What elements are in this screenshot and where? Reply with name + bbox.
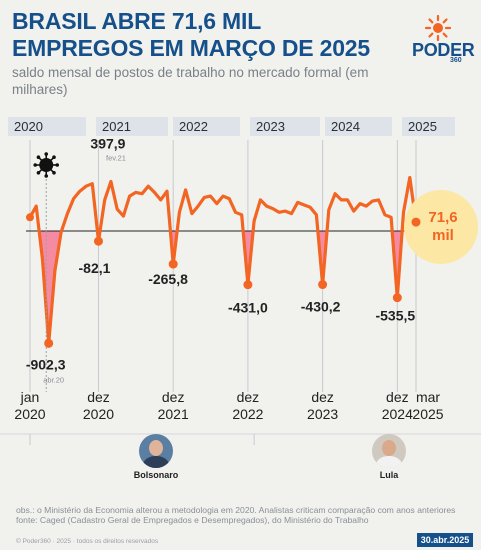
- x-tick-label-month: dez: [162, 389, 185, 405]
- data-label: 397,9: [90, 135, 125, 151]
- line-chart: 2020 2021 2022 2023 2024 2025-902,3abr.20-82,…: [0, 117, 481, 445]
- portrait-lula: [372, 434, 406, 468]
- x-tick-label-month: dez: [311, 389, 334, 405]
- x-tick-label-year: 2024: [382, 406, 413, 422]
- virus-spike-tip: [36, 155, 41, 160]
- virus-spike-tip: [55, 163, 60, 167]
- x-tick-label-month: dez: [237, 389, 260, 405]
- annotated-point: [318, 280, 328, 290]
- data-label: -902,3: [26, 356, 66, 372]
- annotated-point: [168, 259, 178, 269]
- virus-spike-tip: [44, 174, 49, 178]
- source-note: fonte: Caged (Cadastro Geral de Empregad…: [16, 515, 369, 525]
- year-band: [8, 117, 86, 136]
- year-band: [402, 117, 455, 136]
- virus-icon: [39, 158, 54, 172]
- x-tick-label-year: 2021: [158, 406, 189, 422]
- x-tick-label-month: dez: [87, 389, 110, 405]
- footer-notes: obs.: o Ministério da Economia alterou a…: [16, 505, 471, 525]
- copyright: © Poder360 · 2025 · todos os direitos re…: [16, 538, 159, 545]
- annotated-point: [243, 280, 253, 290]
- highlight-value: 71,6: [428, 209, 457, 226]
- virus-spike-tip: [33, 163, 38, 167]
- year-band: [250, 117, 320, 136]
- data-point: [26, 213, 34, 222]
- year-band-label: 2021: [102, 119, 131, 134]
- series-line: [28, 175, 418, 345]
- annotated-point: [44, 338, 54, 348]
- data-label: -430,2: [301, 299, 341, 315]
- portrait-body: [143, 456, 169, 468]
- brand-name: PODER: [412, 40, 475, 60]
- virus-spike-tip: [44, 152, 49, 156]
- year-band-label: 2025: [408, 119, 437, 134]
- x-tick-label-month: dez: [386, 389, 409, 405]
- x-tick-label-year: 2025: [412, 406, 443, 422]
- annotated-point: [93, 236, 103, 246]
- x-tick-label-year: 2020: [14, 406, 45, 422]
- data-label: -431,0: [228, 300, 268, 316]
- portrait-body: [376, 456, 402, 468]
- poder360-logo-icon: [424, 14, 452, 42]
- portrait-bolsonaro: [139, 434, 173, 468]
- virus-spike-tip: [52, 155, 56, 160]
- data-label: -265,8: [148, 271, 188, 287]
- x-tick-label-year: 2020: [83, 406, 114, 422]
- year-band-label: 2022: [179, 119, 208, 134]
- chart-subtitle: saldo mensal de postos de trabalho no me…: [12, 65, 369, 97]
- data-label: -82,1: [79, 260, 111, 276]
- portrait-head: [382, 440, 396, 456]
- chart-title: BRASIL ABRE 71,6 MIL EMPREGOS EM MARÇO D…: [12, 8, 370, 61]
- x-tick-label-year: 2022: [232, 406, 263, 422]
- data-sublabel: abr.20: [43, 375, 64, 384]
- person-name: Lula: [379, 470, 399, 480]
- year-band-label: 2024: [331, 119, 360, 134]
- year-band-label: 2023: [256, 119, 285, 134]
- virus-spike-tip: [52, 170, 56, 175]
- x-tick-label-month: jan: [20, 389, 40, 405]
- data-label: -535,5: [375, 308, 415, 324]
- brand-suffix: 360: [450, 57, 462, 64]
- highlight-unit: mil: [432, 227, 454, 244]
- year-band: [325, 117, 392, 136]
- person-name: Bolsonaro: [133, 470, 179, 480]
- highlight-bubble: [404, 190, 478, 264]
- year-band-label: 2020: [14, 119, 43, 134]
- x-tick-label-month: mar: [416, 389, 440, 405]
- obs-note: obs.: o Ministério da Economia alterou a…: [16, 505, 456, 515]
- year-band: [173, 117, 240, 136]
- data-sublabel: fev.21: [106, 153, 126, 162]
- portrait-head: [149, 440, 163, 456]
- annotated-point: [392, 293, 402, 303]
- highlight-point: [411, 217, 421, 227]
- date-badge: 30.abr.2025: [417, 533, 473, 547]
- x-tick-label-year: 2023: [307, 406, 338, 422]
- year-band: [96, 117, 168, 136]
- virus-spike-tip: [36, 170, 41, 175]
